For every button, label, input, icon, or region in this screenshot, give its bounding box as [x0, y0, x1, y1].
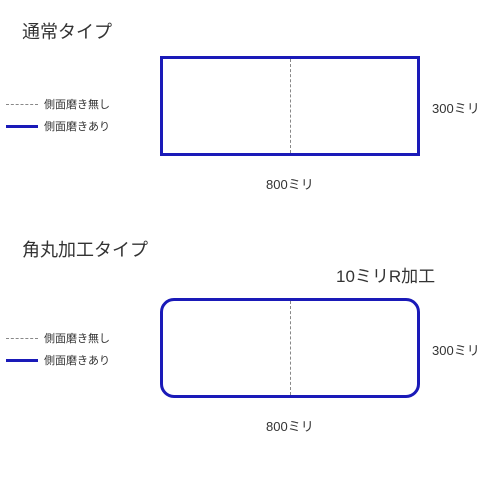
rect1-centerline [290, 59, 291, 153]
section1-title: 通常タイプ [22, 18, 112, 44]
legend-label-nopolish: 側面磨き無し [44, 96, 110, 112]
legend2-swatch-dashed [6, 338, 38, 339]
legend-2: 側面磨き無し 側面磨きあり [6, 330, 110, 374]
rect2-centerline [290, 301, 291, 395]
legend-label-polish: 側面磨きあり [44, 118, 110, 134]
legend2-label-polish: 側面磨きあり [44, 352, 110, 368]
section2-subtitle: 10ミリR加工 [336, 262, 435, 287]
rect2-height-label: 300ミリ [432, 340, 480, 359]
legend2-row-polish: 側面磨きあり [6, 352, 110, 368]
section2-title: 角丸加工タイプ [22, 236, 148, 262]
rect2-width-label: 800ミリ [266, 416, 314, 435]
rect1-wrap [160, 56, 420, 156]
legend-swatch-solid [6, 125, 38, 128]
legend-swatch-dashed [6, 104, 38, 105]
legend2-row-nopolish: 側面磨き無し [6, 330, 110, 346]
legend2-label-nopolish: 側面磨き無し [44, 330, 110, 346]
legend2-swatch-solid [6, 359, 38, 362]
legend-1: 側面磨き無し 側面磨きあり [6, 96, 110, 140]
legend-row-nopolish: 側面磨き無し [6, 96, 110, 112]
rect1-height-label: 300ミリ [432, 98, 480, 117]
rect1-width-label: 800ミリ [266, 174, 314, 193]
legend-row-polish: 側面磨きあり [6, 118, 110, 134]
rect1 [160, 56, 420, 156]
rect2-wrap [160, 298, 420, 398]
rect2 [160, 298, 420, 398]
